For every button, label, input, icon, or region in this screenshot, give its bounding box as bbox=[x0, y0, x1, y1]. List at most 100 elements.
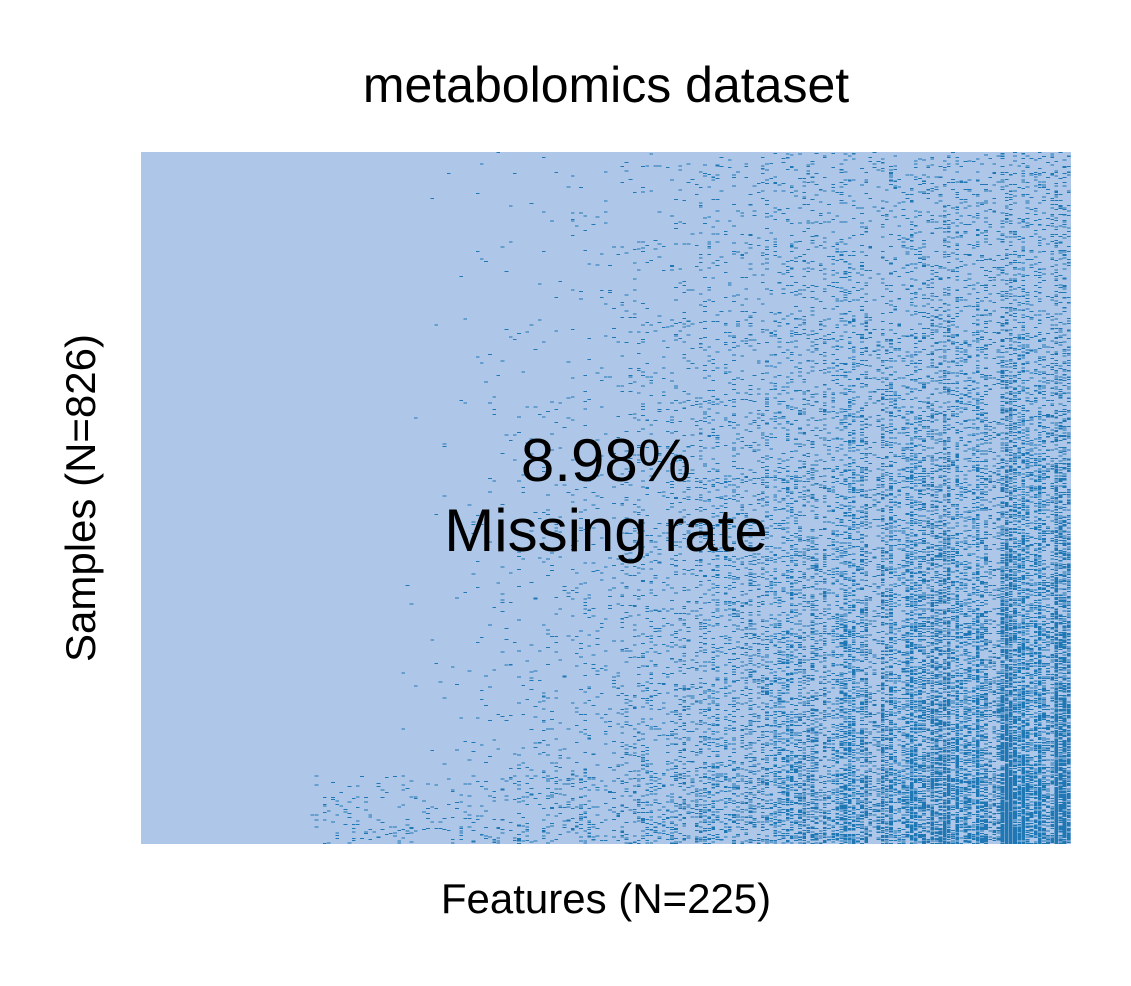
missing-cell bbox=[641, 838, 645, 840]
missing-cell bbox=[789, 654, 794, 657]
missing-cell bbox=[732, 697, 736, 700]
missing-cell bbox=[645, 763, 649, 765]
missing-cell bbox=[727, 399, 732, 401]
missing-cell bbox=[723, 635, 728, 637]
missing-cell bbox=[798, 613, 802, 615]
missing-cell bbox=[831, 438, 835, 440]
missing-cell bbox=[699, 455, 703, 457]
missing-cell bbox=[777, 831, 782, 833]
missing-cell bbox=[620, 726, 625, 728]
missing-cell bbox=[794, 554, 798, 556]
missing-cell bbox=[322, 843, 327, 844]
missing-cell bbox=[570, 828, 575, 831]
missing-cell bbox=[570, 569, 575, 571]
missing-cell bbox=[686, 480, 691, 482]
missing-cell bbox=[723, 495, 728, 497]
missing-cell bbox=[835, 717, 840, 719]
missing-cell bbox=[732, 616, 736, 618]
missing-cell bbox=[670, 827, 674, 829]
missing-cell bbox=[773, 720, 778, 722]
missing-cell bbox=[500, 778, 505, 780]
missing-cell bbox=[554, 484, 559, 486]
missing-cell bbox=[831, 548, 835, 550]
missing-cell bbox=[703, 518, 707, 520]
missing-cell bbox=[599, 668, 604, 670]
missing-cell bbox=[711, 594, 716, 596]
missing-cell bbox=[798, 530, 802, 532]
missing-cell bbox=[674, 460, 678, 462]
missing-cell bbox=[727, 425, 732, 427]
missing-cell bbox=[397, 806, 401, 808]
missing-cell bbox=[794, 550, 798, 552]
missing-cell bbox=[732, 405, 736, 407]
missing-cell bbox=[649, 791, 654, 793]
missing-cell bbox=[690, 780, 695, 782]
missing-cell bbox=[831, 522, 835, 524]
missing-cell bbox=[682, 317, 687, 319]
missing-cell bbox=[566, 783, 571, 785]
missing-cell bbox=[608, 589, 612, 591]
missing-cell bbox=[806, 841, 811, 843]
missing-cell bbox=[682, 798, 687, 801]
missing-cell bbox=[761, 492, 765, 494]
missing-cell bbox=[740, 590, 745, 592]
missing-cell bbox=[546, 744, 550, 746]
missing-cell bbox=[727, 787, 732, 789]
missing-cell bbox=[707, 415, 711, 417]
missing-cell bbox=[798, 828, 802, 830]
missing-cell bbox=[641, 738, 645, 740]
missing-cell bbox=[727, 658, 732, 660]
missing-cell bbox=[711, 807, 716, 809]
missing-cell bbox=[682, 834, 687, 836]
missing-cell bbox=[785, 620, 790, 622]
missing-cell bbox=[827, 411, 831, 413]
missing-cell bbox=[756, 784, 761, 786]
missing-cell bbox=[723, 503, 728, 505]
missing-cell bbox=[670, 796, 674, 798]
missing-cell bbox=[628, 704, 633, 706]
missing-cell bbox=[657, 802, 662, 804]
missing-cell bbox=[641, 835, 645, 837]
missing-cell bbox=[525, 792, 530, 794]
missing-cell bbox=[789, 476, 794, 478]
missing-cell bbox=[765, 759, 769, 761]
missing-cell bbox=[823, 776, 827, 778]
missing-cell bbox=[777, 322, 782, 324]
missing-cell bbox=[579, 291, 583, 293]
missing-cell bbox=[583, 663, 587, 665]
missing-cell bbox=[777, 692, 782, 694]
missing-cell bbox=[769, 839, 773, 841]
missing-cell bbox=[765, 410, 769, 412]
missing-cell bbox=[802, 177, 807, 179]
missing-cell bbox=[761, 812, 765, 814]
missing-cell bbox=[748, 671, 753, 674]
missing-cell bbox=[740, 775, 745, 777]
missing-cell bbox=[785, 648, 790, 650]
missing-cell bbox=[732, 836, 736, 838]
missing-cell bbox=[711, 301, 716, 303]
missing-cell bbox=[818, 323, 823, 326]
missing-cell bbox=[773, 813, 778, 815]
missing-cell bbox=[583, 229, 587, 231]
missing-cell bbox=[632, 811, 637, 813]
missing-cell bbox=[566, 819, 571, 822]
missing-cell bbox=[785, 715, 790, 717]
missing-cell bbox=[678, 833, 683, 835]
missing-cell bbox=[715, 515, 720, 517]
missing-cell bbox=[525, 823, 530, 825]
missing-cell bbox=[756, 410, 761, 412]
missing-cell bbox=[802, 381, 807, 383]
missing-cell bbox=[632, 624, 637, 626]
missing-cell bbox=[430, 806, 435, 808]
missing-cell bbox=[756, 802, 761, 805]
missing-cell bbox=[674, 810, 678, 812]
missing-cell bbox=[773, 330, 778, 332]
missing-cell bbox=[802, 659, 807, 661]
missing-cell bbox=[475, 514, 480, 516]
missing-cell bbox=[761, 743, 765, 746]
missing-cell bbox=[703, 766, 707, 769]
missing-cell bbox=[678, 786, 683, 788]
missing-cell bbox=[620, 483, 625, 485]
missing-cell bbox=[740, 473, 745, 475]
missing-cell bbox=[756, 806, 761, 808]
